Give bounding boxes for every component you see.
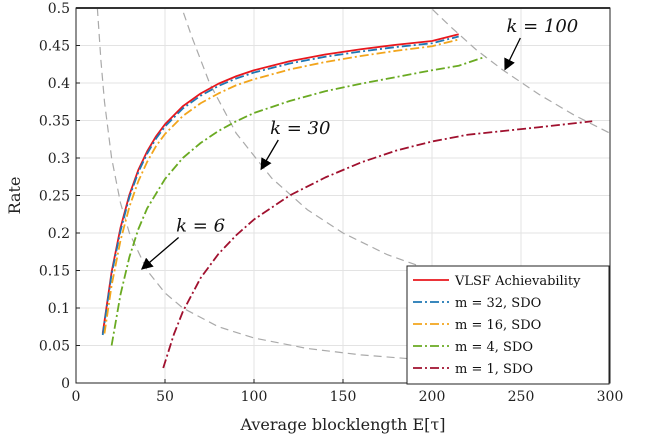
y-tick-label-1: 0.05 (39, 339, 70, 355)
legend-box (406, 265, 610, 385)
legend-label-2: m = 16, SDO (455, 318, 541, 333)
y-tick-label-8: 0.4 (48, 76, 70, 92)
x-axis-ticks: 0 50 100 150 200 250 300 (72, 379, 624, 405)
y-tick-label-3: 0.15 (39, 264, 70, 280)
annotation-arrow-2 (140, 237, 180, 270)
annotations: k = 100 k = 30 k = 6 (140, 16, 578, 270)
legend-label-4: m = 1, SDO (455, 362, 533, 377)
series-line-3 (110, 55, 486, 346)
y-tick-label-9: 0.45 (39, 39, 70, 55)
y-axis-label: Rate (5, 177, 24, 215)
series-line-2 (103, 38, 459, 334)
annotation-label-1: k = 30 (270, 118, 330, 139)
y-tick-label-0: 0 (61, 376, 70, 392)
legend-label-3: m = 4, SDO (455, 340, 533, 355)
legend: VLSF Achievability m = 32, SDO m = 16, SDO… (406, 265, 610, 385)
annotation-label-2: k = 6 (176, 216, 225, 237)
annotation-label-0: k = 100 (506, 16, 578, 37)
x-tick-label-3: 150 (330, 389, 357, 405)
x-tick-label-6: 300 (597, 389, 624, 405)
y-axis-ticks: 0 0.05 0.1 0.15 0.2 0.25 0.3 0.35 0.4 0.45 0.5 (39, 1, 80, 392)
series-line-4 (162, 120, 593, 369)
x-tick-label-2: 100 (241, 389, 268, 405)
series-lines (101, 33, 593, 369)
legend-label-0: VLSF Achievability (454, 274, 581, 289)
reference-curves (96, 8, 610, 369)
series-line-0 (101, 33, 459, 334)
x-tick-label-1: 50 (156, 389, 174, 405)
x-tick-label-5: 250 (508, 389, 535, 405)
series-line-1 (101, 35, 459, 336)
reference-curve-1 (181, 8, 610, 309)
annotation-arrow-0 (504, 37, 521, 71)
x-tick-label-0: 0 (72, 389, 81, 405)
reference-curve-0 (430, 8, 610, 134)
reference-curve-2 (96, 8, 610, 369)
y-tick-label-2: 0.1 (48, 301, 70, 317)
y-tick-label-10: 0.5 (48, 1, 70, 17)
y-tick-label-6: 0.3 (48, 151, 70, 167)
y-tick-label-7: 0.35 (39, 114, 70, 130)
legend-label-1: m = 32, SDO (455, 296, 541, 311)
x-axis-label: Average blocklength E[τ] (239, 415, 445, 434)
y-tick-label-4: 0.2 (48, 226, 70, 242)
annotation-arrow-1 (260, 139, 279, 171)
x-tick-label-4: 200 (419, 389, 446, 405)
y-tick-label-5: 0.25 (39, 189, 70, 205)
